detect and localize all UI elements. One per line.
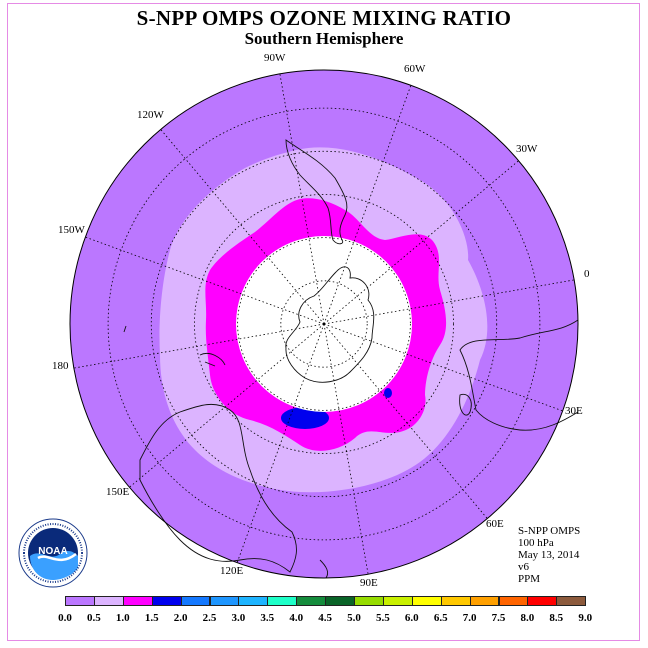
colorbar-tick-label: 7.5 <box>491 612 506 624</box>
colorbar-cell <box>411 596 442 606</box>
colorbar-tick-label: 2.5 <box>202 612 217 624</box>
coast-islands-b <box>123 325 127 333</box>
map-border <box>69 69 579 579</box>
colorbar-cell <box>65 596 95 606</box>
noaa-logo: NOAA <box>18 518 88 588</box>
latitude-circle-1 <box>280 280 368 368</box>
colorbar-tick-label: 6.5 <box>433 612 448 624</box>
lon-label-120w: 120W <box>137 109 164 121</box>
colorbar-tick-label: 2.0 <box>173 612 188 624</box>
colorbar-tick-label: 6.0 <box>404 612 419 624</box>
colorbar-tick-label: 0.0 <box>58 612 72 624</box>
colorbar-tick-label: 4.5 <box>318 612 332 624</box>
colorbar-cell <box>498 596 529 606</box>
latitude-circle-5 <box>107 107 541 541</box>
colorbar-cell <box>556 596 587 606</box>
lon-label-90w: 90W <box>264 52 286 64</box>
latitude-circle-2 <box>237 237 411 411</box>
colorbar-tick-label: 8.5 <box>549 612 564 624</box>
page-subtitle: Southern Hemisphere <box>244 29 404 48</box>
colorbar-tick-label: 4.0 <box>289 612 304 624</box>
coast-africa <box>459 319 579 431</box>
colorbar-cell <box>151 596 182 606</box>
colorbar-tick-label: 3.0 <box>231 612 246 624</box>
colorbar-tick-label: 1.5 <box>144 612 159 624</box>
coast-madagascar <box>459 393 472 416</box>
latitude-circle-4 <box>150 150 498 498</box>
colorbar-tick-label: 7.0 <box>462 612 477 624</box>
ozone-band-1.5-2.0 <box>281 407 329 429</box>
lon-label-150w: 150W <box>58 224 85 236</box>
colorbar-cell <box>382 596 413 606</box>
colorbar-cell <box>354 596 384 606</box>
latitude-circle-3 <box>194 194 454 454</box>
lon-label-60e: 60E <box>486 518 504 530</box>
south-pole-marker <box>322 322 326 326</box>
noaa-logo-text: NOAA <box>38 546 67 557</box>
lon-label-90e: 90E <box>360 577 378 589</box>
info-instrument: S-NPP OMPS <box>518 525 581 537</box>
colorbar-cell <box>325 596 355 606</box>
colorbar-cell <box>440 596 471 606</box>
colorbar-cell <box>93 596 124 606</box>
plot-frame <box>7 3 640 641</box>
info-version: v6 <box>518 561 529 573</box>
coast-new-zealand <box>199 353 226 367</box>
lon-label-30e: 30E <box>565 405 583 417</box>
colorbar-cell <box>296 596 327 606</box>
lon-label-60w: 60W <box>404 63 426 75</box>
lon-label-120e: 120E <box>220 565 244 577</box>
colorbar-tick-label: 0.5 <box>87 612 101 624</box>
colorbar-tick-label: 3.5 <box>260 612 275 624</box>
lon-label-150e: 150E <box>106 486 130 498</box>
product-info: S-NPP OMPS 100 hPa May 13, 2014 v6 PPM <box>518 525 580 585</box>
colorbar-tick-label: 8.0 <box>520 612 535 624</box>
colorbar-cell <box>122 596 153 606</box>
colorbar-tick-label: 5.0 <box>347 612 361 624</box>
colorbar-tick-label: 9.0 <box>578 612 593 624</box>
lon-label-30w: 30W <box>516 143 538 155</box>
colorbar-cell <box>469 596 500 606</box>
lon-label-0: 0 <box>584 268 590 280</box>
colorbar-cell <box>180 596 211 606</box>
coastlines <box>123 139 579 579</box>
colorbar-cell <box>209 596 240 606</box>
colorbar-tick-label: 5.5 <box>376 612 390 624</box>
colorbar-tick-label: 1.0 <box>115 612 130 624</box>
ozone-band-1.5-2.0-small <box>384 388 392 398</box>
info-units: PPM <box>518 573 541 585</box>
info-level: 100 hPa <box>518 537 554 549</box>
page-title: S-NPP OMPS OZONE MIXING RATIO <box>136 6 512 30</box>
lat-lon-grid <box>73 73 575 575</box>
colorbar-cell <box>238 596 269 606</box>
colorbar-cell <box>527 596 558 606</box>
coast-south-america <box>285 139 348 245</box>
coast-antarctica <box>285 266 375 383</box>
coast-australia <box>139 403 297 573</box>
lon-label-180: 180 <box>52 360 69 372</box>
coast-islands-a <box>319 559 329 579</box>
info-date: May 13, 2014 <box>518 549 580 561</box>
colorbar-cell <box>267 596 298 606</box>
